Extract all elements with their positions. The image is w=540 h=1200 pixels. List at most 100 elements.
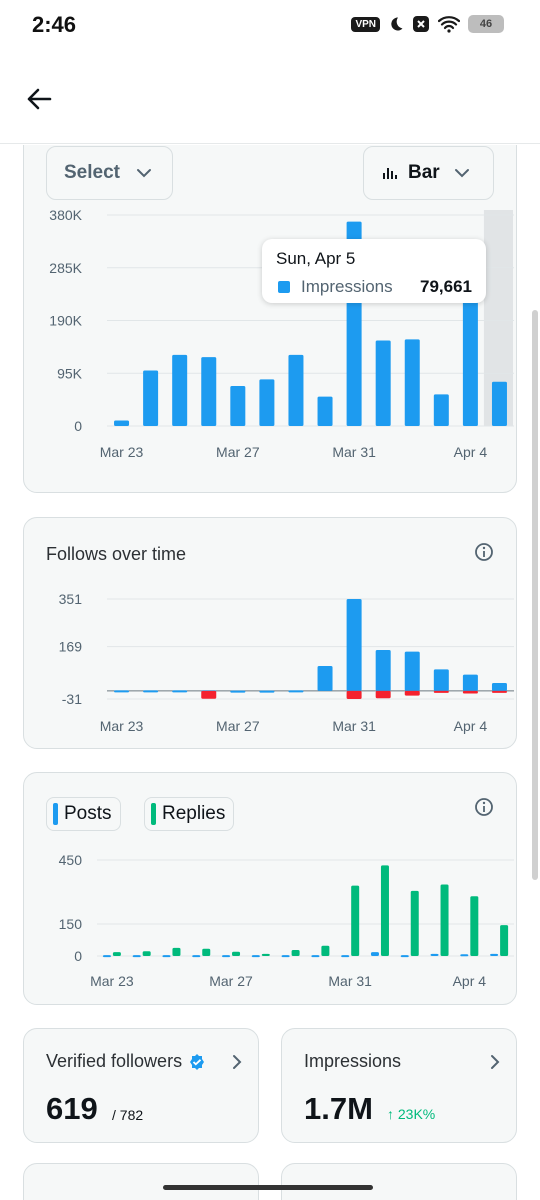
card-title: Follows over time	[46, 544, 187, 564]
x-tick-label: Apr 4	[453, 973, 487, 989]
bar	[201, 690, 217, 699]
tooltip-series-name: Impressions	[301, 277, 393, 296]
bar	[491, 683, 507, 691]
legend-swatch	[53, 803, 58, 825]
y-tick-label: 450	[59, 852, 83, 868]
y-tick-label: 285K	[49, 260, 82, 276]
back-button[interactable]	[22, 82, 56, 116]
chart-type-label: Bar	[408, 162, 440, 183]
x-tick-label: Mar 27	[216, 444, 260, 460]
legend-replies[interactable]: Replies	[144, 797, 235, 831]
status-icons: VPN 46	[351, 15, 504, 33]
chart-tooltip: Sun, Apr 5 Impressions 79,661	[262, 239, 486, 303]
bar	[317, 666, 333, 691]
bar	[251, 955, 260, 958]
bar	[375, 340, 391, 426]
select-label: Select	[64, 162, 120, 183]
legend-posts[interactable]: Posts	[46, 797, 121, 831]
bar	[404, 651, 420, 691]
bar	[462, 690, 478, 694]
bar	[404, 690, 420, 696]
x-tick-label: Apr 4	[454, 444, 488, 460]
bar	[370, 952, 379, 956]
bar	[192, 955, 201, 958]
analytics-content: Select Bar 0 95K 190K 285K 380K Mar 23 Mar 27 M…	[0, 145, 540, 1200]
y-tick-label: 0	[74, 418, 82, 434]
bar	[230, 386, 246, 426]
verified-followers-label: Verified followers	[46, 1051, 183, 1071]
bar	[261, 953, 270, 956]
bar	[143, 370, 159, 426]
bar	[462, 270, 478, 426]
x-tick-label: Mar 27	[209, 973, 253, 989]
bar	[462, 674, 478, 691]
bar	[375, 650, 391, 691]
posts-replies-chart-card: Posts Replies 0 150 450 Mar 23 Mar 27 Mar 31 A…	[23, 772, 517, 1005]
bar	[433, 394, 449, 426]
bar	[491, 381, 507, 426]
x-tick-label: Apr 4	[454, 718, 488, 734]
bar	[311, 955, 320, 958]
bar	[351, 885, 360, 956]
info-icon[interactable]	[474, 542, 494, 562]
bar	[162, 955, 171, 958]
bar	[500, 925, 509, 956]
chart-type-dropdown[interactable]: Bar	[363, 146, 494, 200]
bar	[430, 953, 439, 956]
bar	[112, 952, 121, 956]
bar	[317, 396, 333, 426]
top-app-bar	[0, 50, 540, 144]
home-indicator[interactable]	[163, 1185, 373, 1190]
x-tick-label: Mar 23	[100, 718, 144, 734]
bar	[172, 947, 181, 956]
bar	[321, 945, 330, 956]
bar	[143, 690, 159, 693]
y-tick-label: 95K	[57, 365, 83, 381]
vpn-icon: VPN	[351, 16, 380, 32]
x-tick-label: Mar 31	[332, 444, 376, 460]
bar	[132, 955, 141, 958]
bar	[433, 669, 449, 691]
tooltip-swatch	[278, 281, 290, 293]
stat-card-partial[interactable]	[23, 1163, 259, 1200]
bar	[201, 357, 217, 426]
bar	[230, 690, 246, 693]
bar	[222, 955, 231, 958]
bar	[291, 950, 300, 956]
chevron-right-icon	[233, 1055, 242, 1069]
posts-replies-bar-chart[interactable]: 0 150 450 Mar 23 Mar 27 Mar 31 Apr 4	[24, 773, 518, 1006]
impressions-bar-chart[interactable]: 0 95K 190K 285K 380K Mar 23 Mar 27 Mar 31 Apr 4	[24, 145, 518, 494]
battery-icon: 46	[468, 15, 504, 33]
info-icon[interactable]	[474, 797, 494, 817]
bar	[404, 339, 420, 426]
bar	[470, 896, 479, 956]
bar	[102, 955, 111, 958]
tooltip-date: Sun, Apr 5	[276, 249, 356, 268]
scrollbar[interactable]	[532, 310, 538, 880]
select-dropdown[interactable]: Select	[46, 146, 173, 200]
impressions-stat-card[interactable]: Impressions 1.7M ↑ 23K%	[281, 1028, 517, 1143]
bar	[440, 884, 449, 956]
impressions-delta: ↑ 23K%	[387, 1106, 436, 1122]
bar	[259, 690, 275, 693]
y-tick-label: -31	[62, 691, 82, 707]
bar	[375, 690, 391, 699]
x-tick-label: Mar 23	[90, 973, 134, 989]
bar	[460, 954, 469, 957]
x-tick-label: Mar 27	[216, 718, 260, 734]
bar	[114, 420, 130, 426]
follows-bar-chart[interactable]: -31 169 351 Mar 23 Mar 27 Mar 31 Apr 4	[24, 518, 518, 750]
bar	[172, 690, 188, 693]
legend-swatch	[151, 803, 156, 825]
verified-followers-card[interactable]: Verified followers 619 / 782	[23, 1028, 259, 1143]
y-tick-label: 351	[59, 591, 83, 607]
bar	[281, 955, 290, 958]
status-bar: 2:46 VPN 46	[0, 0, 540, 50]
wifi-icon	[438, 16, 460, 33]
bar	[114, 690, 130, 693]
impressions-chart-card: Select Bar 0 95K 190K 285K 380K Mar 23 Mar 27 M…	[23, 145, 517, 493]
bar	[202, 948, 211, 956]
stat-card-partial[interactable]	[281, 1163, 517, 1200]
bar	[410, 890, 419, 956]
notification-x-icon	[413, 16, 429, 32]
